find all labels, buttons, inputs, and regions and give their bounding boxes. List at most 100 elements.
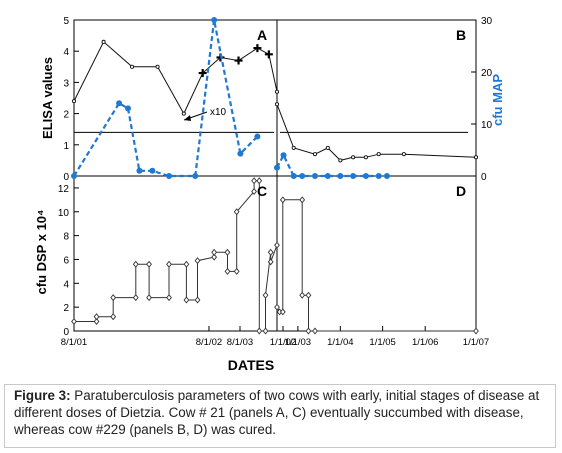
panel-b-elisa-point <box>338 158 343 163</box>
panel-c-dsp-point <box>183 296 190 304</box>
panel-c-dsp-point <box>233 267 240 275</box>
x-tick-label: 8/1/01 <box>61 337 87 348</box>
panel-c-ylabel: cfu DSP x 10⁴ <box>34 210 49 295</box>
panel-a-ytick-label: 3 <box>63 78 69 89</box>
panel-a-map-point <box>166 173 173 179</box>
panel-a-elisa-point <box>130 64 135 69</box>
x-tick-label: 8/1/03 <box>227 337 253 348</box>
panel-c-dsp-point <box>146 260 152 268</box>
panel-b-map-point <box>280 152 287 159</box>
panel-c-dsp-point <box>71 317 77 325</box>
caption-frame <box>4 384 556 448</box>
panel-d-dsp-point <box>305 327 312 335</box>
panel-c-dsp-point <box>211 253 218 261</box>
panel-d-dsp-point <box>299 196 306 204</box>
panel-c-dsp-point <box>256 177 263 185</box>
panel-c-dsp-point <box>166 294 172 302</box>
panel-a-elisa-cross-point <box>253 44 262 53</box>
panel-c-ytick-label: 8 <box>63 232 69 243</box>
x-tick-label: 1/1/02 <box>270 337 296 348</box>
panel-b-map-point <box>350 173 357 179</box>
figure-caption: Figure 3: Paratuberculosis parameters of… <box>14 387 550 438</box>
panel-b-map-point <box>311 173 318 179</box>
panel-c-ytick-label: 6 <box>63 255 69 266</box>
panel-a-map-point <box>237 150 244 157</box>
panel-c-dsp-point <box>194 257 201 265</box>
panel-c-dsp-point <box>267 258 274 266</box>
panel-a-elisa-cross-point <box>234 56 243 65</box>
panel-c-ytick-label: 0 <box>63 327 69 338</box>
panel-b-y2tick-label: 10 <box>481 120 493 131</box>
panel-c-dsp-point <box>224 248 231 256</box>
panel-b-series-1-line <box>276 152 387 178</box>
panel-b-map-point <box>337 173 344 179</box>
panel-c-dsp-point <box>256 327 263 335</box>
panel-a-ytick-label: 5 <box>63 16 69 27</box>
caption-text: Paratuberculosis parameters of two cows … <box>14 388 540 437</box>
x-tick-label: 8/1/02 <box>196 337 222 348</box>
panel-c-dsp-point <box>146 294 152 302</box>
panel-a-ytick-label: 1 <box>63 141 69 152</box>
panel-c-dsp-point <box>251 187 257 196</box>
panel-a-map-point <box>192 173 199 179</box>
panel-d-dsp-point <box>299 291 306 299</box>
panel-c-dsp-point <box>262 327 269 335</box>
panel-a-elisa-cross-point <box>264 50 273 59</box>
panel-a-annotation: x10 <box>210 107 227 118</box>
plot-area <box>71 17 479 335</box>
panel-c-dsp-point <box>132 260 139 268</box>
panel-c-ytick-label: 4 <box>63 279 69 290</box>
x-tick-label: 1/1/06 <box>412 337 438 348</box>
panel-c-dsp-point <box>183 260 190 268</box>
panel-c-dsp-point <box>110 294 117 302</box>
panel-c-dsp-point <box>211 248 218 256</box>
panel-b-map-point <box>324 173 331 179</box>
panel-b-map-point <box>274 164 280 171</box>
panel-b-elisa-point <box>473 155 479 160</box>
panel-c-dsp-point <box>132 294 139 302</box>
panel-c-dsp-point <box>194 296 201 304</box>
panel-c-dsp-point <box>274 241 280 249</box>
panel-b-map-point <box>362 173 369 179</box>
panel-d-dsp-point <box>312 327 318 335</box>
panel-d-dsp-point <box>279 196 286 204</box>
panel-c-label: C <box>257 183 267 199</box>
panel-b-series-0-line <box>276 104 477 161</box>
panel-b-map-point <box>290 173 297 179</box>
panel-b-frame <box>276 19 477 177</box>
panel-a-ytick-label: 0 <box>63 172 69 183</box>
panel-c-ytick-label: 10 <box>58 208 70 219</box>
panel-d-series-0-line <box>276 199 476 332</box>
panel-a-elisa-cross-point <box>198 69 207 78</box>
panel-b-y2tick-label: 20 <box>481 68 493 79</box>
panel-b-y2label: cfu MAP <box>490 74 505 126</box>
panel-a-map-point <box>71 173 77 179</box>
panel-d-dsp-point <box>473 327 479 335</box>
panel-c-dsp-point <box>93 317 100 325</box>
panel-b-elisa-point <box>312 152 318 157</box>
panel-b-elisa-point <box>274 102 280 107</box>
panel-a-elisa-point <box>71 99 77 104</box>
panel-c-dsp-point <box>262 291 269 299</box>
panel-c-dsp-point <box>224 267 231 275</box>
panel-b-elisa-point <box>291 145 296 150</box>
panel-a-elisa-point <box>101 39 106 44</box>
panel-a-map-point <box>124 105 131 112</box>
panel-b-label: B <box>456 27 466 43</box>
panel-a-map-point <box>211 17 218 23</box>
panel-a-ytick-label: 4 <box>63 47 69 58</box>
x-axis-label: DATES <box>228 357 274 373</box>
panel-b-elisa-point <box>363 155 368 160</box>
panel-b-map-point <box>299 173 306 179</box>
panel-d-frame <box>276 175 477 332</box>
x-tick-label: 1/1/04 <box>327 337 353 348</box>
panel-b-map-point <box>375 173 382 179</box>
panel-c-dsp-point <box>93 313 100 321</box>
panel-a-annotation-arrowhead <box>184 115 191 121</box>
panel-b-elisa-point <box>376 152 381 157</box>
panel-b-elisa-point <box>351 155 356 160</box>
panel-c-ytick-label: 12 <box>58 184 70 195</box>
panel-c-frame <box>73 175 278 332</box>
